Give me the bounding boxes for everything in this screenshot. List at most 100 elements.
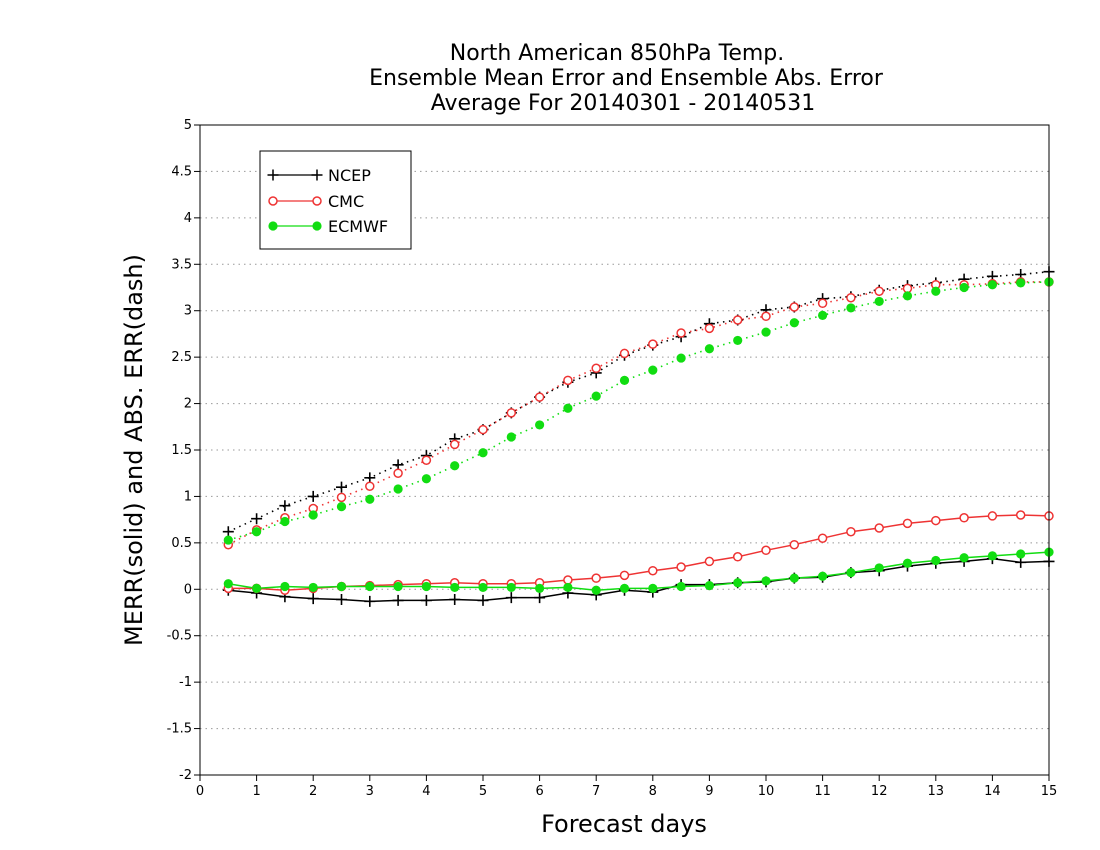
data-point-ecmwf-abs-err-27	[987, 280, 998, 290]
legend: NCEP CMC ECMWF	[259, 150, 412, 250]
data-point-ecmwf-merr-22	[846, 567, 856, 578]
data-point-ecmwf-abs-err-17	[704, 344, 715, 354]
x-tick-label-4: 4	[422, 784, 430, 799]
series-line-ecmwf-merr	[228, 551, 1050, 591]
data-point-cmc-abs-err-9	[478, 424, 488, 435]
data-point-ecmwf-merr-28	[1016, 549, 1026, 559]
data-point-ecmwf-merr-6	[393, 581, 403, 592]
y-tick-label-13: 4.5	[171, 164, 192, 179]
data-point-ecmwf-merr-12	[563, 582, 573, 593]
x-tick-label-9: 9	[705, 784, 713, 799]
data-point-ecmwf-merr-11	[535, 583, 545, 593]
y-tick-label-6: 1	[184, 489, 192, 504]
data-point-cmc-merr-16	[676, 562, 686, 572]
data-point-ncep-abs-err-4	[336, 481, 347, 493]
data-point-ecmwf-merr-10	[506, 582, 516, 593]
data-point-cmc-abs-err-5	[365, 481, 375, 491]
y-tick-label-10: 3	[184, 304, 192, 319]
y-tick-label-2: -1	[179, 675, 192, 690]
x-tick-label-10: 10	[758, 784, 775, 799]
data-point-ecmwf-abs-err-10	[506, 432, 516, 442]
legend-marker-cmc	[268, 196, 278, 206]
x-tick-label-2: 2	[309, 784, 317, 799]
data-point-ecmwf-merr-25	[931, 555, 941, 566]
y-axis: -2 -1.5 -1 -0.5 0 0.5 1 1.5 2 2.5 3 3.5 4 4.5 5	[167, 118, 200, 783]
y-tick-label-9: 2.5	[171, 350, 192, 365]
data-point-ecmwf-abs-err-16	[676, 353, 686, 363]
y-tick-label-4: 0	[184, 582, 192, 597]
data-point-cmc-abs-err-6	[393, 468, 403, 478]
data-point-cmc-merr-14	[619, 570, 630, 581]
data-point-cmc-abs-err-16	[676, 328, 686, 338]
data-point-ncep-merr-28	[1015, 556, 1027, 568]
data-point-ecmwf-abs-err-12	[563, 403, 573, 413]
data-point-ecmwf-merr-4	[336, 581, 347, 592]
data-point-ncep-abs-err-1	[251, 513, 263, 525]
data-point-ecmwf-merr-0	[223, 579, 233, 589]
series-line-ncep-abs-err	[227, 270, 1050, 533]
data-point-ecmwf-abs-err-13	[591, 391, 601, 401]
data-point-cmc-merr-27	[987, 511, 998, 521]
y-axis-label: MERR(solid) and ABS. ERR(dash)	[120, 254, 148, 646]
data-point-ecmwf-merr-23	[874, 563, 884, 573]
x-tick-label-7: 7	[592, 784, 600, 799]
data-point-cmc-abs-err-13	[591, 363, 601, 374]
x-tick-label-1: 1	[252, 784, 260, 799]
data-point-cmc-merr-28	[1015, 510, 1026, 520]
data-point-ecmwf-merr-20	[789, 573, 799, 583]
x-tick-label-12: 12	[871, 784, 888, 799]
series-line-ncep-merr	[228, 557, 1050, 603]
data-point-cmc-abs-err-23	[874, 286, 884, 296]
data-point-cmc-abs-err-17	[704, 323, 715, 334]
data-point-ecmwf-merr-26	[959, 553, 969, 563]
series-line-ecmwf-abs-err	[228, 281, 1050, 541]
x-tick-label-6: 6	[535, 784, 543, 799]
data-point-cmc-merr-25	[931, 515, 941, 526]
data-point-cmc-merr-22	[846, 526, 856, 537]
y-tick-label-1: -1.5	[167, 722, 192, 737]
x-axis-label: Forecast days	[541, 810, 707, 838]
data-point-ecmwf-merr-15	[648, 583, 658, 593]
data-point-ecmwf-abs-err-2	[280, 516, 290, 527]
data-point-ecmwf-abs-err-24	[902, 291, 913, 301]
data-point-ecmwf-abs-err-1	[252, 527, 262, 537]
data-point-ecmwf-merr-17	[704, 580, 715, 591]
data-point-ecmwf-abs-err-20	[789, 318, 799, 328]
data-point-cmc-abs-err-22	[846, 292, 856, 303]
legend-marker-ncep	[267, 169, 323, 181]
x-tick-label-15: 15	[1041, 784, 1058, 799]
data-point-ecmwf-abs-err-8	[450, 461, 460, 471]
data-point-cmc-abs-err-4	[336, 492, 347, 503]
data-point-cmc-merr-12	[563, 575, 573, 585]
x-tick-label-0: 0	[196, 784, 204, 799]
data-point-ncep-abs-err-3	[307, 490, 319, 502]
data-point-ncep-merr-5	[364, 595, 376, 607]
data-point-cmc-merr-20	[789, 539, 800, 550]
data-point-ecmwf-abs-err-18	[733, 335, 743, 346]
legend-label-ecmwf: ECMWF	[328, 217, 388, 236]
data-point-ncep-merr-10	[505, 592, 517, 604]
data-point-ecmwf-merr-27	[987, 551, 998, 561]
data-point-ecmwf-abs-err-9	[478, 448, 488, 458]
data-point-ecmwf-abs-err-6	[393, 484, 403, 494]
data-point-ecmwf-abs-err-3	[308, 510, 318, 520]
data-point-ncep-abs-err-0	[222, 526, 234, 538]
legend-label-ncep: NCEP	[328, 166, 371, 185]
chart-title: North American 850hPa Temp. Ensemble Mea…	[369, 41, 884, 116]
data-point-cmc-abs-err-24	[902, 283, 913, 294]
data-point-ncep-merr-3	[307, 593, 319, 605]
data-point-cmc-abs-err-10	[506, 408, 517, 418]
data-point-ecmwf-abs-err-0	[223, 535, 233, 545]
gridlines	[200, 170, 1049, 730]
data-point-ncep-merr-9	[477, 594, 489, 606]
legend-marker-ecmwf-2	[312, 221, 322, 231]
data-point-ecmwf-merr-7	[421, 581, 431, 592]
data-point-ecmwf-abs-err-15	[648, 365, 658, 375]
data-point-ecmwf-merr-13	[591, 585, 601, 595]
data-point-ncep-merr-7	[420, 594, 432, 606]
data-point-ecmwf-abs-err-28	[1016, 278, 1026, 288]
legend-marker-ecmwf	[268, 221, 278, 231]
data-point-cmc-abs-err-8	[449, 439, 460, 450]
data-point-ecmwf-merr-2	[280, 581, 290, 592]
